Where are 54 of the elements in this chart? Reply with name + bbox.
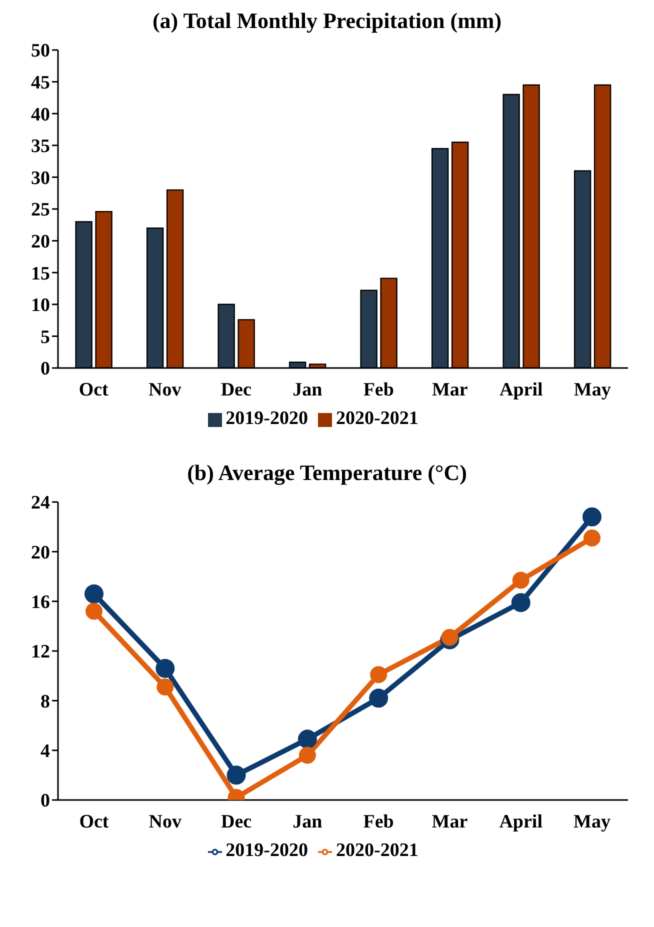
chart-title: (a) Total Monthly Precipitation (mm)	[151, 8, 503, 34]
x-tick-label: Jan	[292, 811, 323, 832]
legend-label: 2019-2020	[226, 840, 308, 861]
y-tick-label: 12	[31, 642, 50, 663]
point	[441, 628, 458, 646]
y-tick-label: 25	[31, 200, 50, 221]
point	[512, 572, 530, 589]
chart-title: (b) Average Temperature (°C)	[186, 460, 468, 486]
point	[298, 730, 317, 749]
point	[226, 766, 246, 785]
y-tick-label: 5	[40, 326, 50, 348]
y-tick-label: 50	[31, 40, 50, 62]
x-tick-label: Dec	[220, 379, 252, 400]
x-tick-label: Nov	[148, 379, 182, 400]
y-tick-label: 15	[31, 263, 50, 284]
y-tick-label: 0	[40, 358, 50, 380]
legend-label: 2019-2020	[226, 408, 308, 429]
x-tick-label: Mar	[432, 379, 468, 400]
y-tick-label: 10	[31, 295, 50, 316]
y-tick-label: 8	[40, 691, 50, 712]
x-tick-label: Feb	[363, 811, 394, 832]
y-tick-label: 24	[31, 492, 50, 514]
legend-label: 2020-2021	[336, 408, 418, 429]
y-tick-label: 0	[40, 790, 50, 812]
x-tick-label: May	[574, 811, 611, 832]
point	[84, 584, 104, 604]
x-tick-label: Dec	[220, 811, 252, 832]
y-tick-label: 40	[31, 104, 50, 126]
point	[298, 746, 316, 764]
y-tick-label: 30	[31, 168, 50, 189]
x-tick-label: Nov	[148, 811, 182, 832]
x-tick-label: Oct	[79, 811, 110, 832]
x-tick-label: Feb	[363, 379, 394, 400]
point	[156, 658, 175, 678]
y-tick-label: 20	[31, 232, 50, 253]
y-tick-label: 20	[31, 542, 50, 564]
x-tick-label: Mar	[432, 811, 468, 832]
y-tick-label: 35	[31, 136, 50, 158]
point	[86, 602, 102, 620]
y-tick-label: 45	[31, 72, 50, 94]
x-tick-label: April	[499, 379, 543, 400]
point	[370, 666, 388, 684]
point	[584, 530, 600, 547]
y-tick-label: 16	[31, 592, 50, 614]
point	[156, 678, 174, 696]
x-tick-label: May	[574, 379, 612, 400]
y-tick-label: 4	[40, 741, 50, 762]
point	[511, 593, 530, 612]
x-tick-label: Oct	[78, 379, 110, 400]
point	[369, 688, 388, 708]
x-tick-label: Jan	[292, 379, 323, 400]
x-tick-label: April	[499, 811, 542, 832]
point	[582, 507, 602, 526]
legend-label: 2020-2021	[336, 840, 418, 861]
